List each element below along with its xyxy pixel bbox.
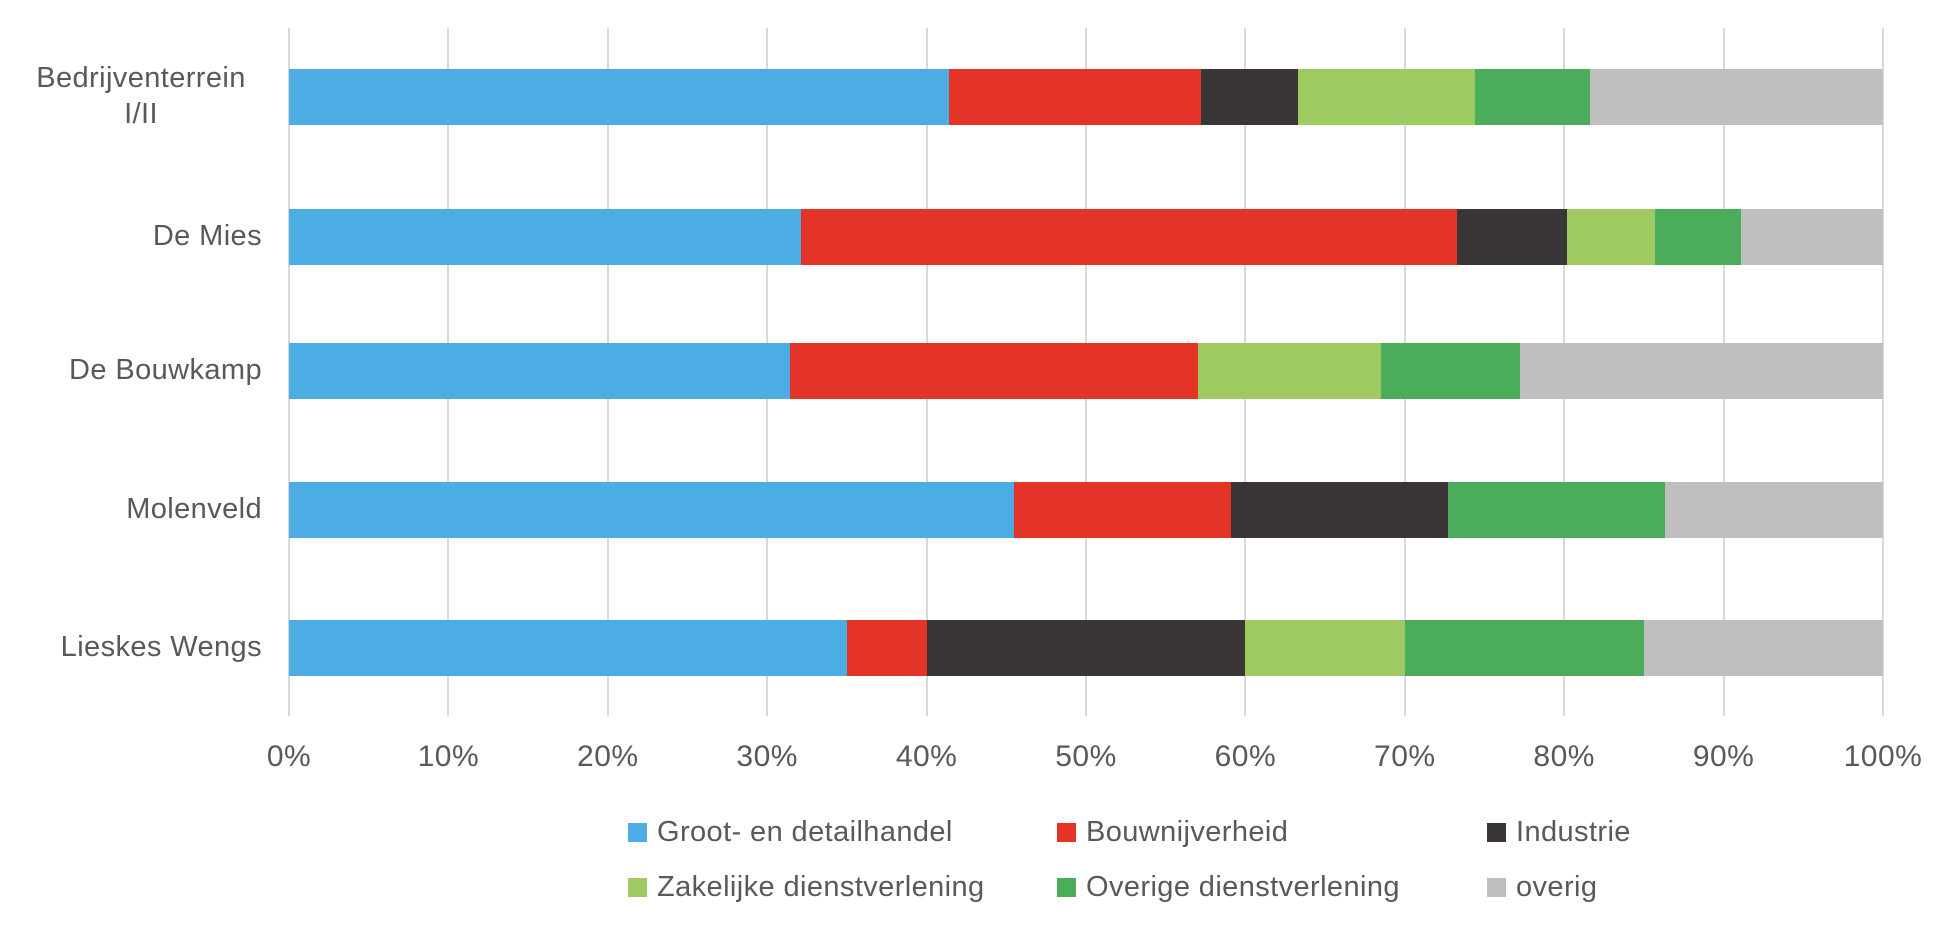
x-tick-label-0pct: 0%: [266, 740, 312, 773]
bar-segment-2-series-5: [1655, 209, 1742, 265]
bar-segment-2-series-1: [289, 209, 801, 265]
legend-label: Groot- en detailhandel: [657, 815, 953, 848]
legend-swatch-icon: [628, 822, 647, 842]
bar-segment-4-series-5: [1447, 482, 1665, 538]
legend-item-4: Zakelijke dienstverlening: [628, 870, 985, 903]
legend-item-2: Bouwnijverheid: [1057, 815, 1289, 848]
legend-item-5: Overige dienstverlening: [1057, 870, 1400, 903]
x-tick-label-80pct: 80%: [1533, 740, 1595, 773]
x-tick-label-50pct: 50%: [1055, 740, 1117, 773]
bar-segment-4-series-2: [1014, 482, 1232, 538]
x-tick-label-20pct: 20%: [577, 740, 639, 773]
bar-segment-1-series-5: [1474, 69, 1590, 125]
bar-segment-2-series-3: [1457, 209, 1568, 265]
bar-segment-3-series-2: [789, 343, 1198, 399]
bar-segment-4-series-1: [289, 482, 1015, 538]
bar-row-1: [289, 69, 1883, 125]
bar-segment-2-series-2: [800, 209, 1458, 265]
x-tick-label-90pct: 90%: [1692, 740, 1755, 773]
legend-label: Overige dienstverlening: [1086, 870, 1400, 903]
legend-swatch-icon: [1487, 877, 1506, 897]
legend-item-1: Groot- en detailhandel: [628, 815, 953, 848]
gridline-100pct: [1882, 28, 1884, 716]
legend-label: Industrie: [1516, 815, 1631, 848]
legend-swatch-icon: [1057, 877, 1076, 897]
x-tick-label-40pct: 40%: [895, 740, 958, 773]
x-tick-label-30pct: 30%: [736, 740, 798, 773]
bar-row-4: [289, 482, 1883, 538]
bar-row-3: [289, 343, 1883, 399]
bar-segment-5-series-1: [289, 620, 847, 676]
legend-swatch-icon: [1487, 822, 1506, 842]
legend-label: Bouwnijverheid: [1086, 815, 1289, 848]
bar-segment-2-series-6: [1741, 209, 1883, 265]
bar-segment-5-series-6: [1643, 620, 1883, 676]
legend-label: Zakelijke dienstverlening: [657, 870, 985, 903]
bar-segment-1-series-1: [289, 69, 949, 125]
bar-segment-2-series-4: [1567, 209, 1656, 265]
x-tick-label-10pct: 10%: [417, 740, 480, 773]
category-label-text: Lieskes Wengs: [60, 631, 262, 664]
bar-segment-5-series-3: [926, 620, 1246, 676]
x-tick-label-60pct: 60%: [1214, 740, 1277, 773]
category-label-text: De Mies: [152, 220, 262, 253]
category-label-4: Molenveld: [20, 465, 262, 555]
x-tick-label-100pct: 100%: [1843, 740, 1923, 773]
bar-segment-1-series-3: [1200, 69, 1298, 125]
legend-swatch-icon: [1057, 822, 1076, 842]
bar-segment-1-series-4: [1297, 69, 1475, 125]
bar-segment-3-series-1: [289, 343, 790, 399]
category-label-3: De Bouwkamp: [20, 326, 262, 416]
bar-segment-4-series-3: [1231, 482, 1448, 538]
legend-item-6: overig: [1487, 870, 1598, 903]
legend-swatch-icon: [628, 877, 647, 897]
bar-segment-1-series-2: [948, 69, 1201, 125]
bar-segment-5-series-4: [1245, 620, 1405, 676]
bar-segment-5-series-5: [1404, 620, 1644, 676]
category-label-1: Bedrijventerrein I/II: [20, 52, 262, 142]
bar-row-5: [289, 620, 1883, 676]
category-label-text: Bedrijventerrein I/II: [36, 62, 246, 130]
bar-segment-1-series-6: [1589, 69, 1883, 125]
bar-row-2: [289, 209, 1883, 265]
bar-segment-5-series-2: [846, 620, 927, 676]
x-tick-label-70pct: 70%: [1374, 740, 1436, 773]
bar-segment-3-series-6: [1519, 343, 1883, 399]
legend-item-3: Industrie: [1487, 815, 1631, 848]
category-label-2: De Mies: [20, 192, 262, 282]
bar-segment-3-series-5: [1380, 343, 1520, 399]
legend-label: overig: [1516, 870, 1598, 903]
bar-segment-4-series-6: [1664, 482, 1883, 538]
category-label-text: Molenveld: [126, 493, 262, 526]
bar-segment-3-series-4: [1197, 343, 1381, 399]
category-label-text: De Bouwkamp: [69, 354, 262, 387]
category-label-5: Lieskes Wengs: [20, 603, 262, 693]
